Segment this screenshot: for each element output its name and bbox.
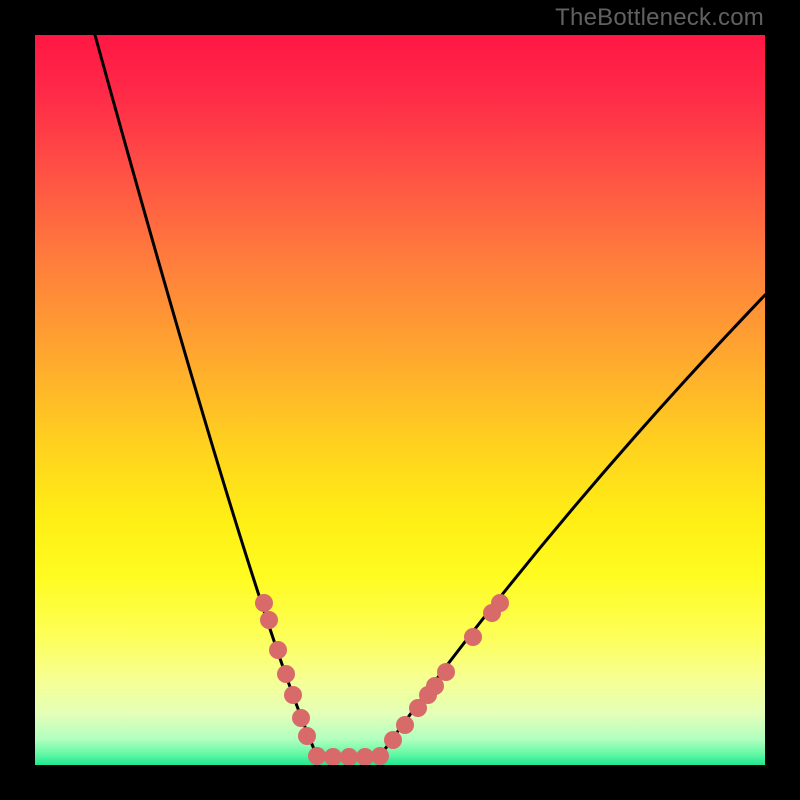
data-dots	[255, 594, 509, 765]
plot-area	[35, 35, 765, 765]
data-dot	[437, 663, 455, 681]
data-dot	[464, 628, 482, 646]
data-dot	[384, 731, 402, 749]
watermark-text: TheBottleneck.com	[555, 4, 764, 32]
chart-container: TheBottleneck.com	[0, 0, 800, 800]
data-dot	[340, 748, 358, 765]
data-dot	[324, 748, 342, 765]
data-dot	[260, 611, 278, 629]
data-dot	[426, 677, 444, 695]
data-dot	[255, 594, 273, 612]
data-dot	[491, 594, 509, 612]
data-dot	[298, 727, 316, 745]
data-dot	[396, 716, 414, 734]
data-dot	[277, 665, 295, 683]
v-curve	[95, 35, 765, 756]
data-dot	[284, 686, 302, 704]
data-dot	[371, 747, 389, 765]
data-dot	[292, 709, 310, 727]
data-dot	[269, 641, 287, 659]
curve-layer	[35, 35, 765, 765]
data-dot	[308, 747, 326, 765]
